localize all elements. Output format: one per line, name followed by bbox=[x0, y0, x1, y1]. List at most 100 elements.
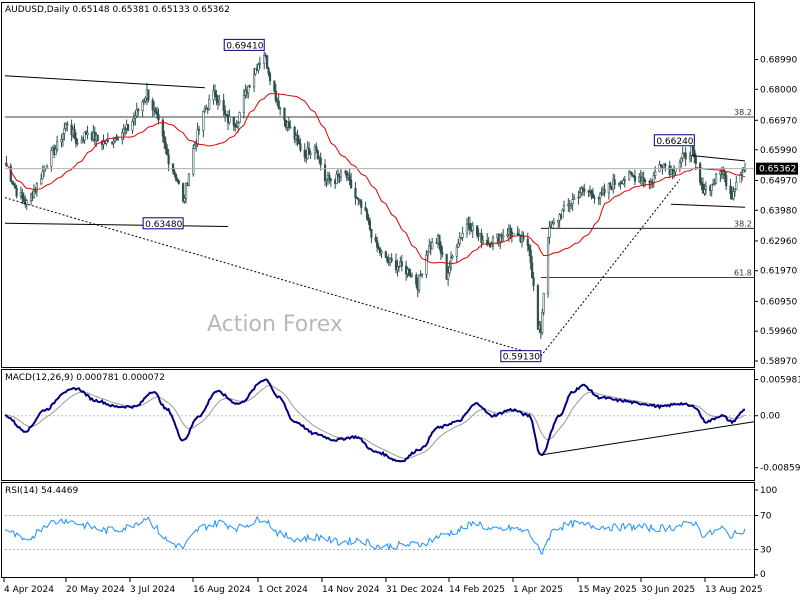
candle-body bbox=[197, 129, 201, 131]
fib-level-label: 38.2 bbox=[734, 219, 752, 228]
candle-body bbox=[14, 184, 17, 189]
candle-body bbox=[374, 237, 377, 242]
candle-body bbox=[481, 240, 484, 243]
candle-body bbox=[237, 122, 240, 128]
candle-body bbox=[12, 183, 15, 186]
candle-body bbox=[664, 163, 667, 167]
candle-body bbox=[714, 174, 718, 184]
trend-line bbox=[691, 154, 746, 162]
candle-body bbox=[176, 178, 179, 181]
fib-level-label: 38.2 bbox=[734, 108, 752, 117]
candle-body bbox=[378, 248, 382, 254]
candle-body bbox=[377, 247, 380, 249]
candle-body bbox=[132, 117, 135, 122]
candle-body bbox=[11, 181, 14, 184]
candle-body bbox=[218, 99, 221, 104]
candle-body bbox=[528, 245, 531, 251]
candle-body bbox=[184, 183, 188, 199]
x-tick-label: 4 Apr 2024 bbox=[4, 585, 54, 595]
macd-tick-label: 0.00 bbox=[760, 412, 780, 422]
candle-body bbox=[410, 274, 414, 277]
candle-body bbox=[196, 129, 199, 145]
candle-body bbox=[536, 285, 540, 330]
candle-body bbox=[522, 236, 525, 240]
candle-body bbox=[212, 90, 215, 100]
candle-body bbox=[681, 153, 684, 159]
candle-body bbox=[445, 254, 448, 280]
candle-body bbox=[80, 139, 83, 144]
candle-body bbox=[167, 154, 170, 165]
candle-body bbox=[461, 232, 464, 238]
candle-body bbox=[15, 187, 18, 197]
rsi-tick-label: 100 bbox=[760, 486, 777, 496]
price-tick-label: 0.58970 bbox=[760, 357, 797, 367]
candle-body bbox=[732, 191, 735, 199]
candle-body bbox=[438, 235, 441, 246]
candle-body bbox=[131, 121, 134, 131]
candle-body bbox=[63, 128, 66, 134]
candle-body bbox=[287, 121, 290, 128]
candle-body bbox=[242, 94, 246, 113]
candle-body bbox=[224, 110, 227, 115]
candle-body bbox=[633, 175, 637, 182]
candle-body bbox=[739, 173, 742, 183]
candle-body bbox=[617, 182, 621, 185]
candle-body bbox=[238, 112, 241, 124]
rsi-levels bbox=[5, 515, 754, 550]
candle-body bbox=[293, 126, 296, 140]
candle-body bbox=[672, 171, 676, 174]
candle-body bbox=[652, 175, 655, 183]
price-panel-header: AUDUSD,Daily 0.65148 0.65381 0.65133 0.6… bbox=[5, 5, 230, 15]
candle-body bbox=[96, 134, 99, 142]
candle-body bbox=[257, 64, 260, 71]
x-tick-label: 31 Dec 2024 bbox=[386, 585, 444, 595]
candle-body bbox=[35, 183, 38, 192]
candle-body bbox=[171, 163, 175, 172]
candle-body bbox=[680, 157, 683, 163]
candle-body bbox=[279, 107, 282, 110]
x-tick-label: 15 May 2025 bbox=[578, 585, 637, 595]
candle-body bbox=[177, 180, 180, 184]
candle-body bbox=[303, 149, 306, 158]
candle-body bbox=[135, 109, 138, 117]
candle-body bbox=[354, 187, 357, 198]
candle-body bbox=[546, 237, 550, 294]
candle-body bbox=[390, 258, 393, 262]
candle-body bbox=[396, 266, 399, 271]
candle-body bbox=[700, 181, 703, 185]
price-tick-label: 0.68000 bbox=[760, 85, 797, 95]
candle-body bbox=[299, 143, 302, 151]
price-tick-label: 0.59960 bbox=[760, 327, 797, 337]
x-tick-label: 1 Oct 2024 bbox=[258, 585, 308, 595]
x-axis: 4 Apr 2024 20 May 2024 3 Jul 2024 16 Aug 20… bbox=[3, 578, 763, 595]
price-label-text: 0.63480 bbox=[145, 220, 182, 230]
candle-body bbox=[704, 185, 708, 191]
candle-body bbox=[297, 140, 301, 145]
candle-body bbox=[613, 179, 616, 185]
candle-body bbox=[448, 266, 451, 274]
rsi-panel-header: RSI(14) 54.4469 bbox=[5, 486, 78, 496]
candle-body bbox=[9, 165, 12, 182]
candle-body bbox=[50, 150, 53, 167]
candle-body bbox=[400, 261, 403, 267]
candle-body bbox=[273, 80, 276, 92]
candle-body bbox=[449, 257, 453, 268]
candle-body bbox=[630, 172, 634, 176]
candle-body bbox=[316, 150, 319, 160]
candle-body bbox=[147, 89, 150, 101]
candle-body bbox=[41, 170, 44, 180]
price-label-text: 0.66240 bbox=[656, 137, 693, 147]
rsi-tick-label: 70 bbox=[760, 512, 772, 522]
price-tick-label: 0.63980 bbox=[760, 206, 797, 216]
candle-body bbox=[384, 251, 387, 259]
candle-body bbox=[603, 189, 606, 194]
candle-body bbox=[542, 293, 545, 313]
candle-body bbox=[56, 141, 59, 150]
candle-body bbox=[451, 255, 454, 258]
candle-body bbox=[380, 251, 383, 254]
candle-body bbox=[263, 55, 266, 64]
candle-body bbox=[370, 228, 373, 238]
candle-body bbox=[268, 73, 272, 82]
candle-body bbox=[309, 152, 312, 156]
